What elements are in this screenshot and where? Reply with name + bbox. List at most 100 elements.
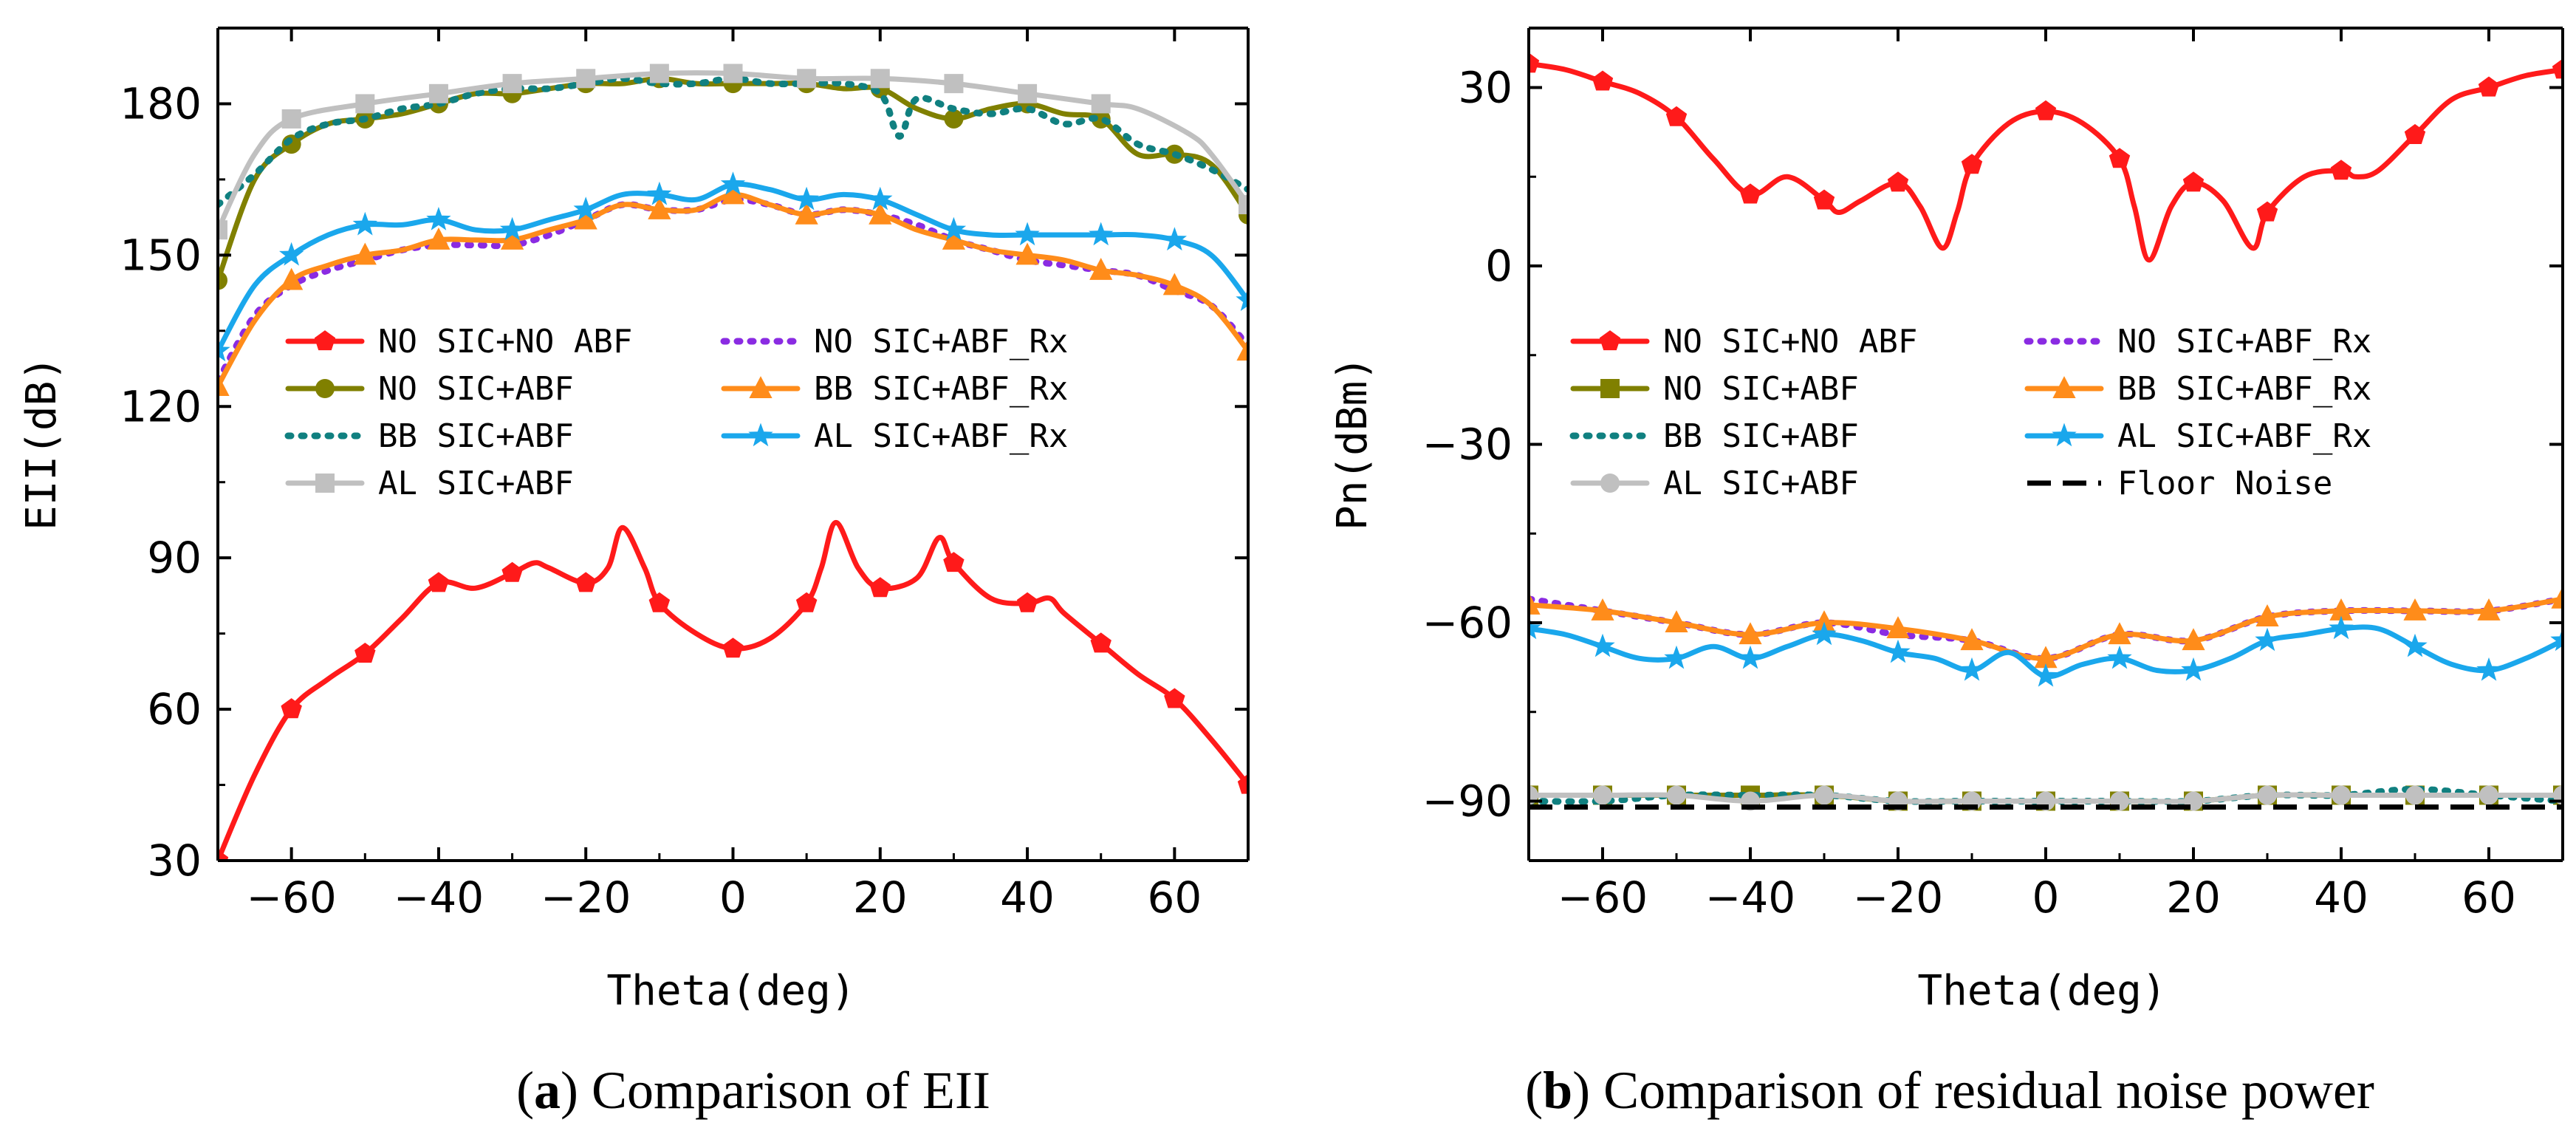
chart-b-series-5-point (2551, 586, 2563, 609)
chart-b-series-5-point (1812, 610, 1836, 632)
chart-a-x-tick-label: −40 (394, 872, 484, 923)
chart-a-series-0-point (1164, 688, 1185, 708)
chart-a-series-3-point (1018, 83, 1038, 103)
chart-a-series-6-point (573, 196, 598, 221)
chart-a-series-0-point (354, 643, 376, 663)
chart-a-series-5-point (353, 242, 377, 265)
chart-a-legend: NO SIC+NO ABF NO SIC+ABF BB SIC+ABF AL SIC+… (284, 323, 1068, 502)
chart-b-series-3-point (2479, 785, 2498, 805)
chart-a-series-3-point (944, 74, 964, 94)
chart-b-series-6-point (2329, 615, 2354, 640)
chart-b-x-tick-label: 60 (2462, 872, 2516, 923)
chart-a-series-5-point (1015, 242, 1039, 265)
chart-a-legend-marker (748, 423, 773, 447)
chart-a-series-0-point (281, 698, 302, 719)
chart-a-series-5-point (427, 227, 451, 250)
chart-b-series-6-point (1529, 615, 1541, 640)
chart-b-series-3-point (1667, 785, 1686, 805)
chart-a-series-3-point (428, 83, 448, 103)
chart-a-series-3-point (1091, 94, 1111, 114)
chart-b-series-0-point (1529, 52, 1540, 73)
chart-a-series-line-2 (218, 75, 1248, 208)
chart-a-series-5-point (648, 196, 671, 219)
chart-a-series-6-point (868, 186, 893, 211)
chart-b-series-6-point (2107, 645, 2132, 669)
chart-b-series-0-point (2182, 171, 2205, 192)
chart-b-legend-label: AL SIC+ABF (1663, 465, 1859, 502)
chart-a-series-line-3 (218, 70, 1248, 233)
chart-b-series-6-point (1885, 639, 1911, 663)
chart-a-x-tick-label: −60 (246, 872, 336, 923)
chart-a-series-6-point (720, 171, 746, 195)
chart-b-y-axis-title: Pn(dBm) (1329, 356, 1377, 530)
chart-a-x-tick-label: 0 (719, 872, 747, 923)
chart-b-series-6-point (2402, 633, 2428, 657)
chart-a-series-1-point (218, 270, 227, 290)
chart-a-series-0-point (722, 638, 744, 658)
chart-b-series-3-point (1815, 785, 1834, 805)
chart-b-y-tick-label: −30 (1422, 420, 1513, 470)
chart-a-series-5-point (1089, 257, 1113, 280)
chart-b-legend-label: NO SIC+NO ABF (1663, 323, 1917, 360)
chart-b-caption-letter: b (1543, 1061, 1572, 1120)
chart-a-series-3-point (1239, 195, 1248, 215)
chart-b-series-5-point (2403, 598, 2427, 621)
chart-b-series-6-point (1590, 633, 1615, 657)
chart-b-legend-label: BB SIC+ABF_Rx (2117, 370, 2371, 408)
chart-a-series-line-4 (218, 196, 1248, 385)
chart-b-series-0-point (2404, 123, 2426, 144)
chart-a-series-5-point (721, 182, 745, 205)
chart-a-legend-marker (315, 379, 335, 398)
chart-a-series-6-point (1015, 222, 1040, 246)
chart-a-legend-label: AL SIC+ABF (378, 465, 574, 502)
chart-a-series-5-point (500, 227, 524, 250)
chart-a-series-3-point (281, 109, 301, 129)
chart-b-series-5-point (1529, 592, 1541, 615)
chart-b-series-6-point (1959, 657, 1984, 681)
chart-b-legend: NO SIC+NO ABF NO SIC+ABF BB SIC+ABF AL SIC+… (1569, 323, 2371, 502)
chart-a-axes: −60 −40 −20 0 20 40 60 30 60 90 120 150 180 (120, 27, 1250, 923)
chart-b-x-tick-label: 40 (2314, 872, 2368, 923)
chart-a-series-5-point (218, 374, 230, 396)
chart-a-series-0-point (1016, 592, 1038, 612)
chart-a-series-6-point (941, 216, 967, 241)
chart-b-series-0-point (2035, 100, 2057, 120)
chart-b-series-5-point (2329, 598, 2353, 621)
chart-b-series-6-point (1738, 645, 1763, 669)
chart-b-series-6-point (1812, 621, 1837, 646)
chart-a-series-5-point (280, 267, 304, 290)
chart-a-series-0-point (869, 577, 891, 598)
chart-b-series-0-point (2109, 148, 2131, 168)
chart-a-legend-label: AL SIC+ABF_Rx (814, 417, 1068, 455)
chart-b-legend-label: NO SIC+ABF (1663, 370, 1859, 408)
chart-b-series-5-point (1739, 622, 1762, 645)
chart-b-caption-text: Comparison of residual noise power (1603, 1061, 2374, 1120)
chart-b-series-5-point (1591, 598, 1614, 621)
chart-b-series-3-point (2332, 785, 2351, 805)
chart-b-series-0-point (2256, 201, 2278, 222)
chart-b-legend-marker (1600, 474, 1620, 493)
chart-b-series-0-point (1592, 70, 1614, 91)
chart-b-legend-marker (2052, 423, 2077, 447)
chart-a-y-tick-label: 180 (120, 78, 202, 129)
chart-b-series-6-point (2033, 663, 2058, 687)
chart-b-series-0-point (1887, 171, 1909, 192)
chart-panel-a: −60 −40 −20 0 20 40 60 30 60 90 120 150 180 NO SIC+N… (18, 27, 1250, 1120)
chart-a-y-tick-label: 150 (120, 230, 202, 280)
chart-b-series-3-point (1593, 785, 1612, 805)
chart-b-legend-marker (1600, 379, 1620, 398)
chart-a-legend-label: NO SIC+NO ABF (378, 323, 632, 360)
chart-a-series-3-point (723, 64, 743, 83)
chart-b-series-0-point (1813, 189, 1835, 210)
chart-b-y-tick-label: −60 (1422, 598, 1513, 648)
chart-b-y-tick-label: 30 (1458, 63, 1513, 113)
chart-a-legend-label: BB SIC+ABF (378, 417, 574, 455)
chart-b-legend-label: BB SIC+ABF (1663, 417, 1859, 455)
chart-b-series-5-point (2108, 622, 2131, 645)
chart-b-series-0-point (1961, 154, 1983, 174)
chart-b-series-0-point (2330, 160, 2352, 180)
chart-a-series-3-point (576, 69, 596, 89)
chart-a-legend-label: NO SIC+ABF_Rx (814, 323, 1068, 360)
chart-b-series-5-point (2255, 604, 2279, 626)
